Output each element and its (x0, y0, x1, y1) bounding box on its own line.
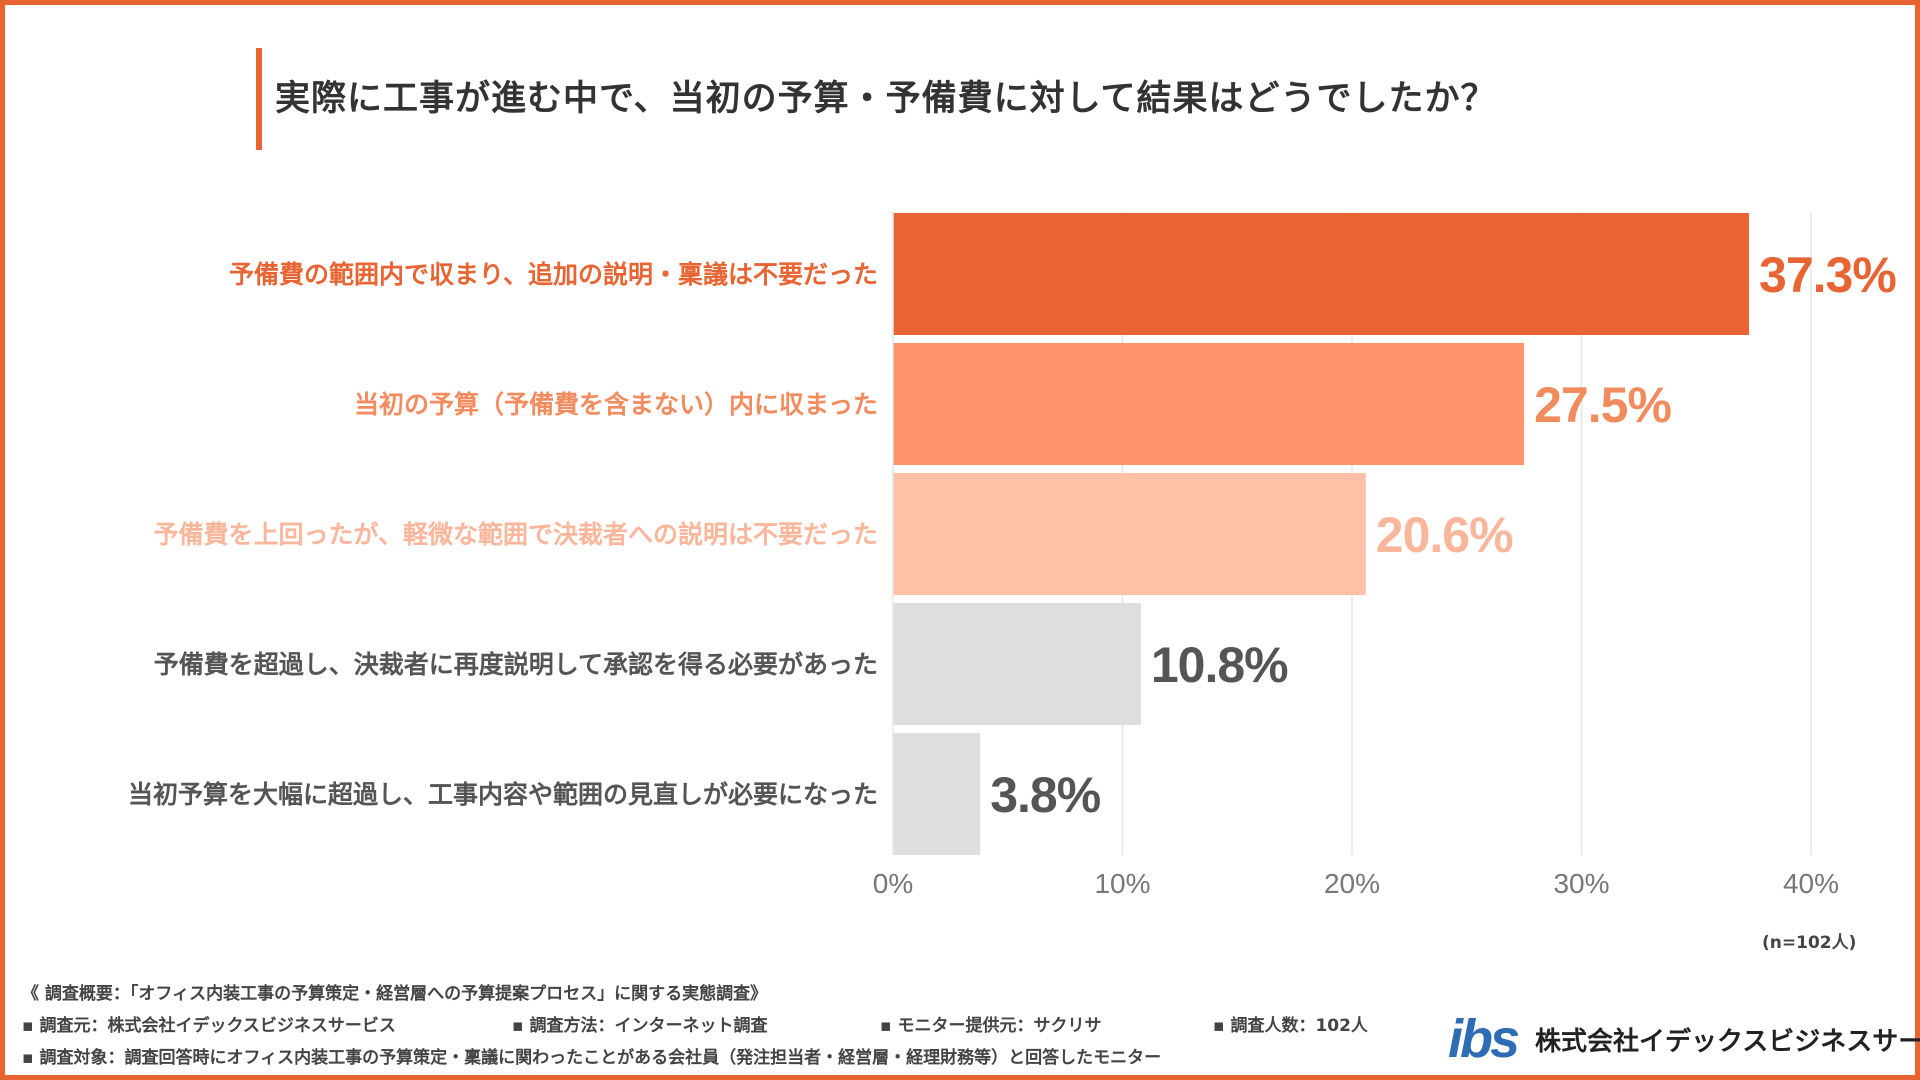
value-label: 20.6% (1376, 507, 1513, 563)
company-logo: ibs 株式会社イデックスビジネスサービス (1448, 1012, 1920, 1066)
value-label: 37.3% (1759, 247, 1896, 303)
survey-overview: 《 調査概要：「オフィス内装工事の予算策定・経営層への予算提案プロセス」に関する… (22, 984, 768, 1004)
x-tick-label: 40% (1783, 868, 1839, 899)
category-label: 予備費の範囲内で収まり、追加の説明・稟議は不要だった (229, 260, 878, 289)
chart-title: 実際に工事が進む中で、当初の予算・予備費に対して結果はどうでしたか？ (275, 79, 1497, 119)
category-label: 当初予算を大幅に超過し、工事内容や範囲の見直しが必要になった (128, 780, 878, 809)
bar (893, 733, 981, 855)
survey-notes: 《 調査概要：「オフィス内装工事の予算策定・経営層への予算提案プロセス」に関する… (22, 978, 1368, 1074)
bar (893, 603, 1141, 725)
survey-meta-row: ▪ 調査元：株式会社イデックスビジネスサービス ▪ 調査方法：インターネット調査… (22, 1010, 1368, 1042)
value-label: 3.8% (990, 767, 1101, 823)
bar (893, 343, 1525, 465)
survey-count: ▪ 調査人数：102人 (1213, 1016, 1368, 1036)
value-label: 27.5% (1534, 377, 1671, 433)
bar (893, 213, 1750, 335)
category-label: 予備費を超過し、決裁者に再度説明して承認を得る必要があった (154, 650, 878, 679)
category-label: 予備費を上回ったが、軽微な範囲で決裁者への説明は不要だった (153, 520, 878, 549)
value-label: 10.8% (1151, 637, 1288, 693)
ibs-logo-text: ibs (1448, 1009, 1520, 1069)
ibs-logo-mark: ibs (1448, 1009, 1520, 1069)
sample-size-label: (n=102人) (1762, 933, 1857, 953)
category-label: 当初の予算（予備費を含まない）内に収まった (354, 390, 878, 419)
title-accent-bar (256, 48, 262, 150)
survey-provider: ▪ モニター提供元：サクリサ (880, 1016, 1102, 1036)
x-tick-label: 10% (1094, 868, 1150, 899)
survey-method: ▪ 調査方法：インターネット調査 (512, 1016, 768, 1036)
x-tick-label: 0% (873, 868, 913, 899)
survey-source: ▪ 調査元：株式会社イデックスビジネスサービス (22, 1016, 396, 1036)
bar (893, 473, 1366, 595)
x-tick-label: 20% (1324, 868, 1380, 899)
company-name: 株式会社イデックスビジネスサービス (1535, 1026, 1920, 1057)
x-tick-label: 30% (1553, 868, 1609, 899)
survey-target: ▪ 調査対象：調査回答時にオフィス内装工事の予算策定・稟議に関わったことがある会… (22, 1048, 1162, 1068)
